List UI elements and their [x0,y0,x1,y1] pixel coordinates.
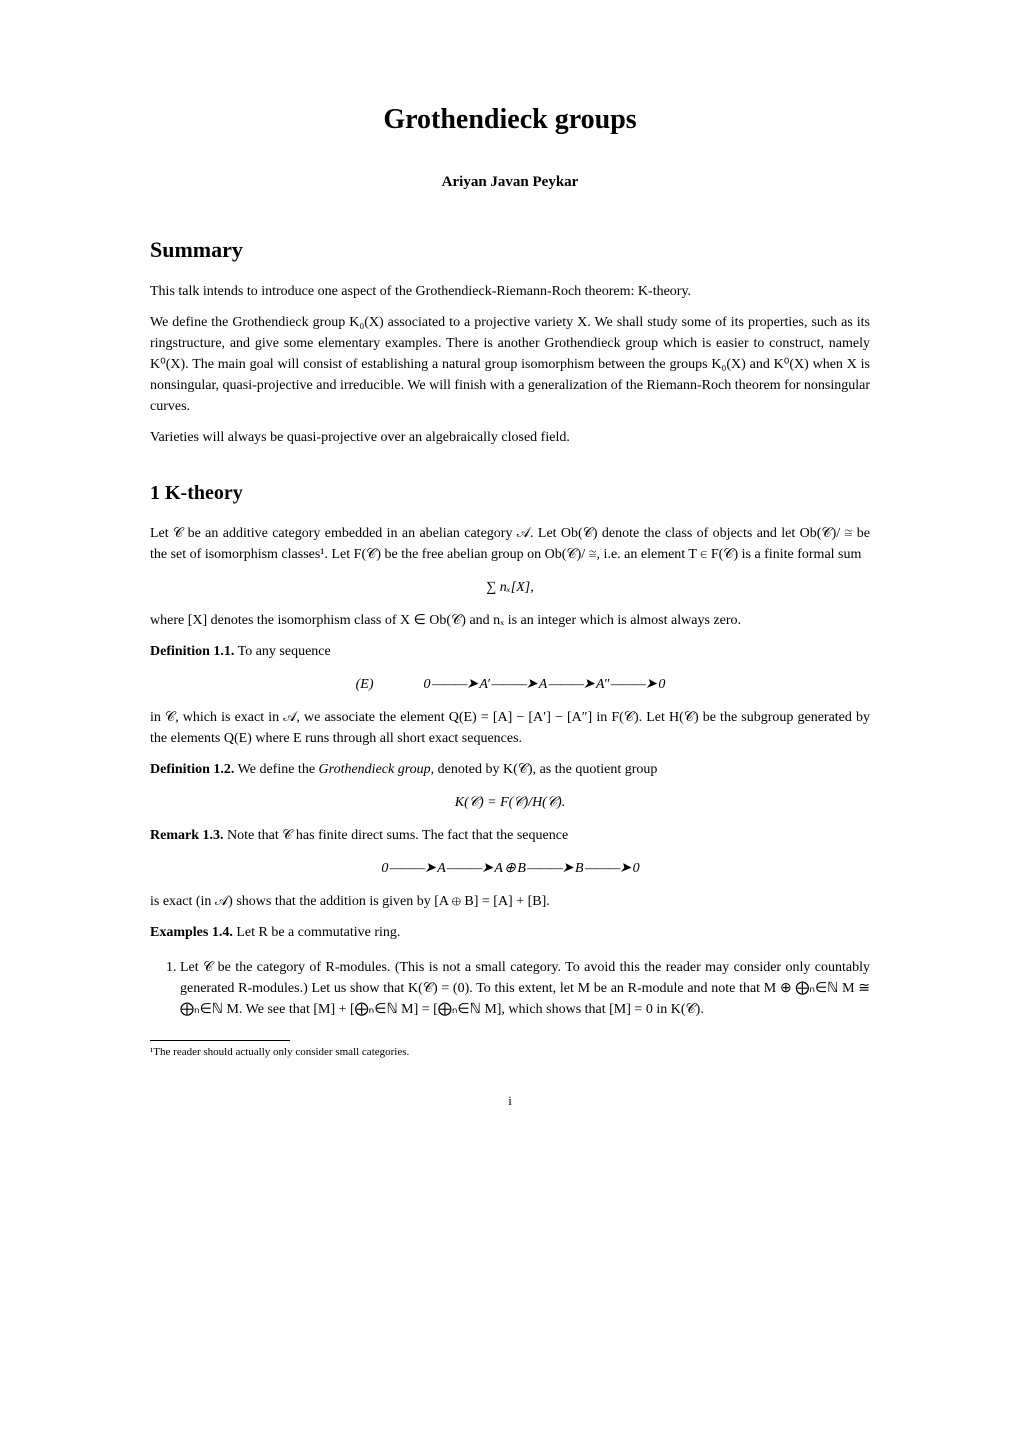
author-name: Ariyan Javan Peykar [150,171,870,194]
remark-1-3-text: Note that 𝒞 has finite direct sums. The … [224,828,569,843]
summary-paragraph-2: We define the Grothendieck group K₀(X) a… [150,312,870,417]
document-title: Grothendieck groups [150,99,870,141]
section-1-paragraph-3: in 𝒞, which is exact in 𝒜, we associate … [150,707,870,749]
formula-direct-sum-sequence: 0 ———➤ A ———➤ A ⊕ B ———➤ B ———➤ 0 [150,858,870,879]
definition-1-2-text-1: We define the [234,762,318,777]
summary-paragraph-3: Varieties will always be quasi-projectiv… [150,427,870,448]
example-item-1: Let 𝒞 be the category of R-modules. (Thi… [180,957,870,1020]
section-1-paragraph-2: where [X] denotes the isomorphism class … [150,610,870,631]
section-1-paragraph-4: is exact (in 𝒜) shows that the addition … [150,891,870,912]
examples-1-4-text: Let R be a commutative ring. [233,925,401,940]
formula-sum: ∑ nₓ[X], [150,577,870,598]
section-1-paragraph-1: Let 𝒞 be an additive category embedded i… [150,523,870,565]
formula-E-sequence: 0 ———➤ A′ ———➤ A ———➤ A″ ———➤ 0 [424,677,665,692]
formula-E-label: (E) [356,677,374,692]
section-1-heading: 1 K-theory [150,478,870,508]
definition-1-2-italic: Grothendieck group [319,762,431,777]
examples-list: Let 𝒞 be the category of R-modules. (Thi… [150,957,870,1020]
definition-1-2-text-2: , denoted by K(𝒞), as the quotient group [431,762,658,777]
definition-1-1-text: To any sequence [234,644,330,659]
definition-1-2-label: Definition 1.2. [150,762,234,777]
footnote-separator [150,1040,290,1041]
examples-1-4: Examples 1.4. Let R be a commutative rin… [150,922,870,943]
formula-exact-sequence-E: (E) 0 ———➤ A′ ———➤ A ———➤ A″ ———➤ 0 [150,674,870,695]
definition-1-2: Definition 1.2. We define the Grothendie… [150,759,870,780]
summary-paragraph-1: This talk intends to introduce one aspec… [150,281,870,302]
footnote-1: ¹The reader should actually only conside… [150,1044,870,1061]
remark-1-3-label: Remark 1.3. [150,828,224,843]
remark-1-3: Remark 1.3. Note that 𝒞 has finite direc… [150,825,870,846]
examples-1-4-label: Examples 1.4. [150,925,233,940]
summary-heading: Summary [150,233,870,266]
definition-1-1-label: Definition 1.1. [150,644,234,659]
definition-1-1: Definition 1.1. To any sequence [150,641,870,662]
formula-quotient: K(𝒞) = F(𝒞)/H(𝒞). [150,792,870,813]
page-number: i [150,1091,870,1111]
